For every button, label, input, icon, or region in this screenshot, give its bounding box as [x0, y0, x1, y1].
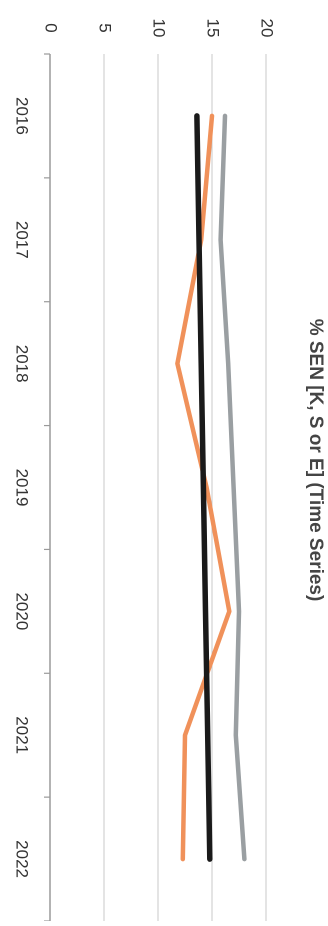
category-label-2021: 2021 [13, 716, 32, 754]
value-tick-label: 5 [96, 23, 115, 32]
tick-labels: 0 5 10 15 20 2016 2017 2018 2019 2020 2021 2022 [13, 19, 277, 878]
chart-title: % SEN [K, S or E] (Time Series) [305, 319, 326, 602]
category-label-2019: 2019 [13, 469, 32, 507]
category-label-2017: 2017 [13, 221, 32, 259]
value-tick-label: 20 [258, 19, 277, 38]
series-lines [175, 113, 247, 862]
gridlines [103, 54, 267, 921]
value-tick-label: 0 [42, 23, 61, 32]
category-label-2018: 2018 [13, 345, 32, 383]
value-tick-label: 15 [204, 19, 223, 38]
category-label-2022: 2022 [13, 840, 32, 878]
category-label-2020: 2020 [13, 592, 32, 630]
series-line-1 [218, 113, 247, 862]
value-tick-label: 10 [150, 19, 169, 38]
series-line-3 [194, 113, 213, 862]
category-label-2016: 2016 [13, 97, 32, 135]
